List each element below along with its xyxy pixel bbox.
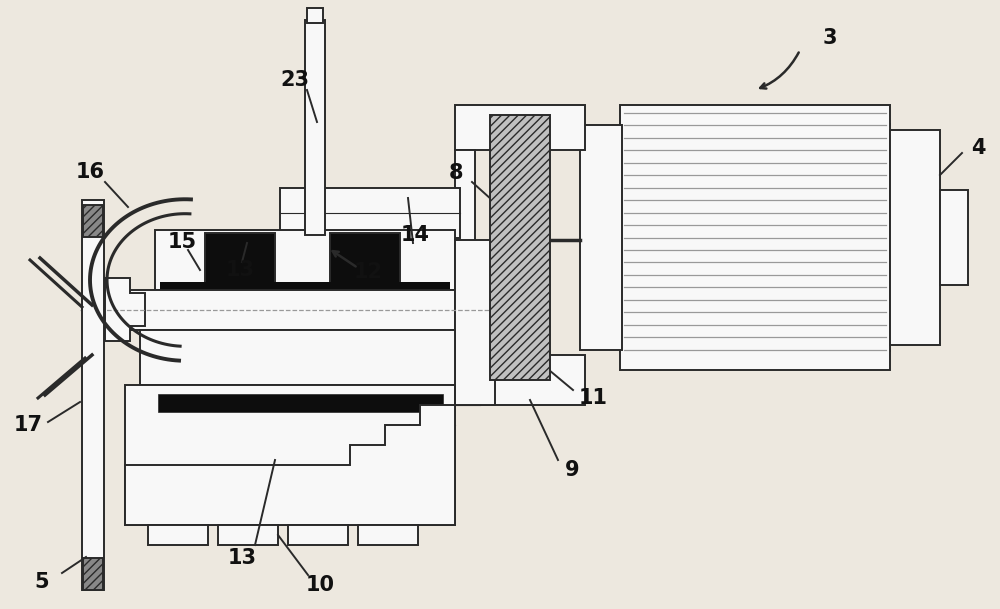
Polygon shape	[125, 405, 455, 525]
Bar	[455, 105, 585, 150]
Bar	[490, 115, 550, 380]
Polygon shape	[105, 278, 145, 341]
Text: 5: 5	[35, 572, 49, 592]
Text: 3: 3	[823, 28, 837, 48]
Bar	[155, 230, 455, 290]
Bar	[307, 8, 323, 23]
Polygon shape	[125, 385, 455, 525]
Bar	[218, 525, 278, 545]
Bar	[148, 525, 208, 545]
Text: 4: 4	[971, 138, 985, 158]
Text: 15: 15	[167, 232, 197, 252]
Bar	[280, 188, 460, 238]
Bar	[205, 233, 275, 285]
Text: 13: 13	[228, 548, 256, 568]
Bar	[83, 205, 103, 237]
Bar	[455, 240, 495, 405]
Bar	[82, 200, 104, 590]
Bar	[620, 105, 890, 370]
Text: 14: 14	[400, 225, 430, 245]
Text: 23: 23	[280, 70, 310, 90]
Bar	[455, 355, 585, 405]
Bar	[160, 282, 450, 290]
Text: 13: 13	[226, 260, 254, 280]
Bar	[105, 290, 455, 330]
Text: 16: 16	[76, 162, 104, 182]
Bar	[288, 525, 348, 545]
Text: 9: 9	[565, 460, 579, 480]
Bar	[358, 525, 418, 545]
Polygon shape	[155, 290, 455, 308]
Text: 17: 17	[14, 415, 42, 435]
Text: 11: 11	[578, 388, 608, 408]
Bar	[305, 20, 325, 235]
Text: 12: 12	[354, 262, 382, 282]
Bar	[580, 125, 622, 350]
Text: 8: 8	[449, 163, 463, 183]
Bar	[140, 330, 455, 385]
Bar	[940, 190, 968, 285]
Text: 10: 10	[306, 575, 334, 595]
Bar	[455, 150, 475, 355]
Bar	[890, 130, 940, 345]
Bar	[330, 233, 400, 285]
Bar	[83, 558, 103, 590]
Bar	[158, 394, 443, 412]
